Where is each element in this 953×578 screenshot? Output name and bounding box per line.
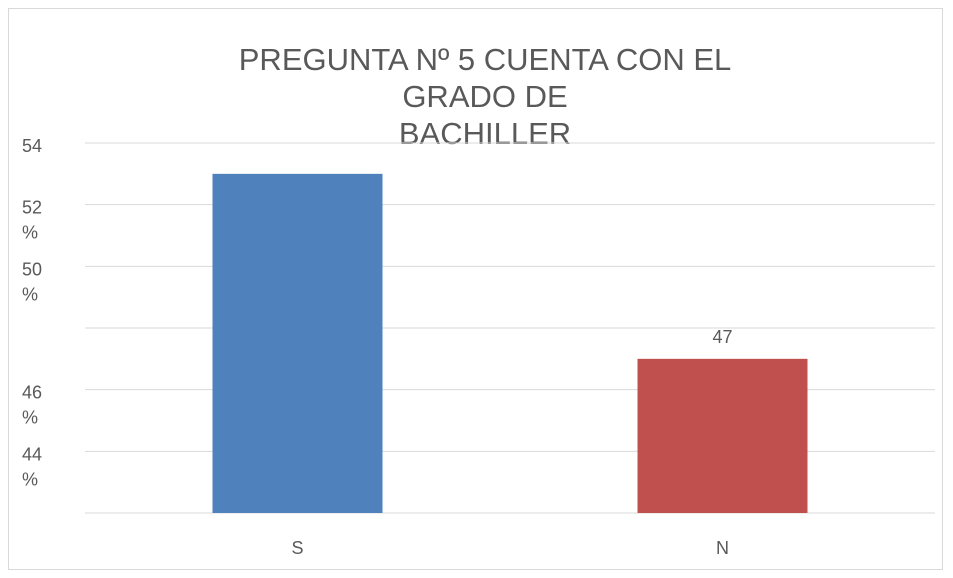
data-label: 47 (712, 327, 732, 347)
x-tick-label: N (716, 538, 729, 558)
y-tick-label: 46% (22, 383, 42, 428)
chart-title: BACHILLER (399, 116, 571, 151)
y-tick-label: 54 (22, 136, 42, 156)
x-tick-label: S (291, 538, 303, 558)
chart-title: GRADO DE (402, 79, 567, 114)
chart-title: PREGUNTA Nº 5 CUENTA CON EL (239, 42, 732, 77)
bar (637, 358, 808, 513)
y-tick-label: 52% (22, 198, 42, 243)
bar (212, 173, 383, 514)
y-tick-label: 50% (22, 259, 42, 304)
y-tick-label: 44% (22, 444, 42, 489)
